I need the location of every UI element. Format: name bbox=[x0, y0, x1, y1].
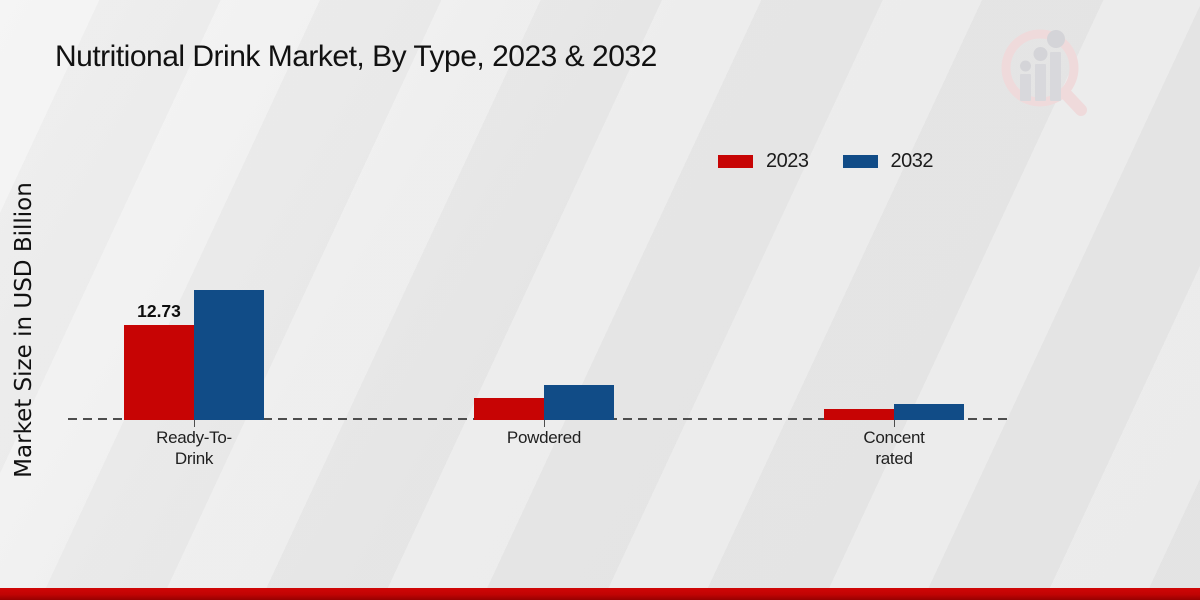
legend-item-2023: 2023 bbox=[718, 150, 809, 173]
magnifier-bar-chart-logo-icon bbox=[1001, 29, 1087, 116]
value-label-2023-ready-to-drink: 12.73 bbox=[137, 301, 181, 321]
bar-2023-concentrated bbox=[824, 409, 894, 420]
bar-2023-ready-to-drink bbox=[124, 325, 194, 420]
bar-2032-ready-to-drink bbox=[194, 290, 264, 420]
category-tick-powdered bbox=[544, 420, 545, 427]
chart-legend: 2023 2032 bbox=[718, 150, 933, 173]
legend-swatch-2023 bbox=[718, 155, 753, 168]
category-label-ready-to-drink: Ready-To- Drink bbox=[156, 428, 232, 468]
bar-2032-concentrated bbox=[894, 404, 964, 420]
bar-2023-powdered bbox=[474, 398, 544, 420]
footer-accent-bar bbox=[0, 588, 1200, 600]
category-tick-ready-to-drink bbox=[194, 420, 195, 427]
bar-2032-powdered bbox=[544, 385, 614, 420]
category-tick-concentrated bbox=[894, 420, 895, 427]
page-title: Nutritional Drink Market, By Type, 2023 … bbox=[55, 40, 657, 73]
category-label-concentrated: Concent rated bbox=[863, 428, 925, 468]
legend-label: 2023 bbox=[766, 150, 809, 172]
category-label-powdered: Powdered bbox=[506, 428, 582, 447]
legend-item-2032: 2032 bbox=[842, 150, 934, 173]
legend-label: 2032 bbox=[890, 150, 934, 172]
legend-swatch-2032 bbox=[842, 155, 878, 168]
